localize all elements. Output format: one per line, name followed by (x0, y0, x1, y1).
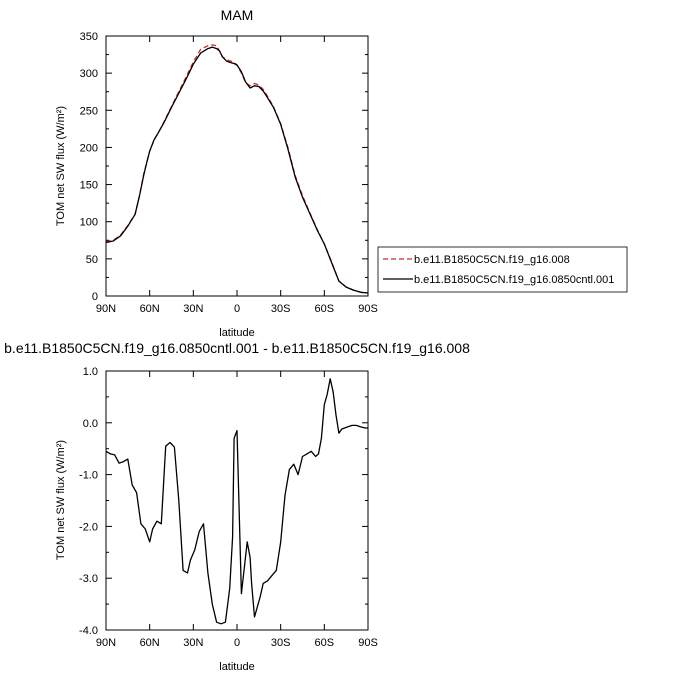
y-tick-label: -2.0 (79, 521, 98, 533)
bottom-chart-ticks: 90N 60N 30N 0 30S 60S 90S 1.0 0.0 -1.0 -2.0 -3.0 -4.… (79, 366, 378, 649)
top-chart-ylabel: TOM net SW flux (W/m²) (55, 106, 67, 226)
top-chart-frame (105, 35, 369, 297)
bottom-chart-series-group (105, 378, 368, 625)
y-tick-label: -1.0 (79, 470, 98, 482)
bottom-chart-title: b.e11.B1850C5CN.f19_g16.0850cntl.001 - b… (4, 340, 470, 356)
x-tick-label: 60S (315, 637, 335, 649)
x-tick-label: 0 (234, 637, 240, 649)
bottom-chart-frame (105, 370, 369, 631)
y-tick-label: 0.0 (83, 418, 98, 430)
y-tick-label: 350 (80, 31, 98, 43)
y-tick-label: 200 (80, 142, 98, 154)
series-line-dashed (105, 44, 369, 294)
legend: b.e11.B1850C5CN.f19_g16.008 b.e11.B1850C… (377, 246, 628, 293)
top-chart-title: MAM (221, 7, 254, 23)
x-tick-label: 90N (96, 637, 116, 649)
top-chart-panel: MAM 90N 60N 30N 0 30S 60S 90S 0 50 100 150 200 250 30… (55, 7, 378, 339)
x-tick-label: 30N (183, 303, 203, 315)
x-tick-label: 90N (96, 303, 116, 315)
top-chart-ticks: 90N 60N 30N 0 30S 60S 90S 0 50 100 150 200 250 300 350 (80, 31, 378, 315)
bottom-chart-panel: b.e11.B1850C5CN.f19_g16.0850cntl.001 - b… (4, 340, 470, 673)
legend-entry-solid: b.e11.B1850C5CN.f19_g16.0850cntl.001 (414, 274, 614, 286)
y-tick-label: 300 (80, 68, 98, 80)
y-tick-label: 250 (80, 105, 98, 117)
x-tick-label: 30S (271, 637, 291, 649)
y-tick-label: 100 (80, 217, 98, 229)
x-tick-label: 60S (315, 303, 335, 315)
x-tick-label: 60N (140, 637, 160, 649)
x-tick-label: 30N (183, 637, 203, 649)
y-tick-label: 0 (92, 291, 98, 303)
y-tick-label: 1.0 (83, 366, 98, 378)
x-tick-label: 90S (358, 637, 378, 649)
y-tick-label: 50 (86, 254, 98, 266)
y-tick-label: -4.0 (79, 625, 98, 637)
bottom-chart-xlabel: latitude (219, 661, 254, 673)
x-tick-label: 0 (234, 303, 240, 315)
series-line-solid (105, 46, 369, 294)
y-tick-label: 150 (80, 180, 98, 192)
x-tick-label: 60N (140, 303, 160, 315)
bottom-chart-ylabel: TOM net SW flux (W/m²) (55, 440, 67, 560)
top-chart-xlabel: latitude (219, 327, 254, 339)
legend-box (377, 246, 628, 293)
top-chart-series-group (105, 44, 369, 294)
legend-entry-dashed: b.e11.B1850C5CN.f19_g16.008 (414, 254, 570, 266)
series-line-solid (105, 378, 368, 625)
y-tick-label: -3.0 (79, 573, 98, 585)
x-tick-label: 90S (358, 303, 378, 315)
x-tick-label: 30S (271, 303, 291, 315)
